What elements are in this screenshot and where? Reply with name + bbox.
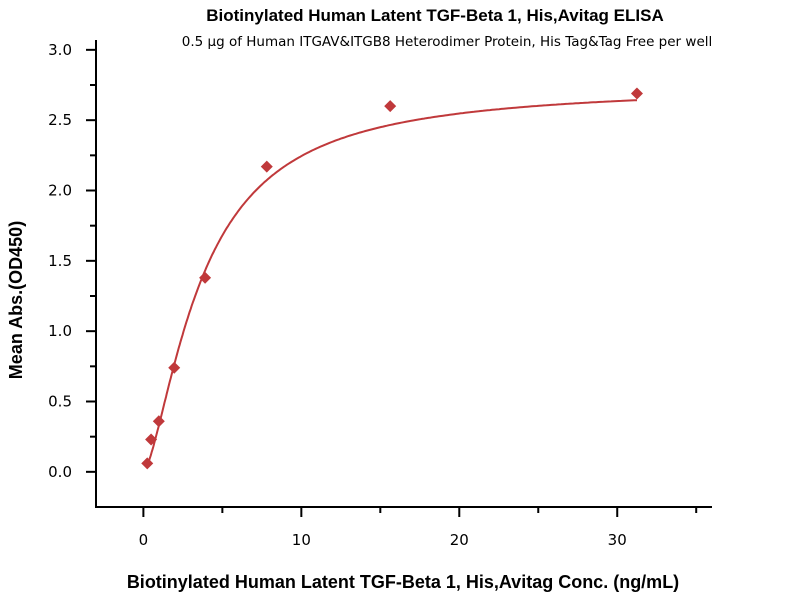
y-axis-label: Mean Abs.(OD450) (6, 221, 26, 379)
y-tick-label: 0.5 (48, 393, 72, 411)
fit-curve (146, 99, 638, 467)
y-tick-label: 2.5 (48, 111, 72, 129)
data-point (630, 87, 643, 100)
x-axis-label: Biotinylated Human Latent TGF-Beta 1, Hi… (127, 572, 679, 592)
y-tick-label: 1.5 (48, 252, 72, 270)
x-tick-label: 20 (450, 531, 469, 549)
data-point (260, 160, 273, 173)
data-point (145, 433, 158, 446)
x-tick-label: 30 (608, 531, 627, 549)
chart-subtitle: 0.5 µg of Human ITGAV&ITGB8 Heterodimer … (182, 34, 713, 50)
chart-title: Biotinylated Human Latent TGF-Beta 1, Hi… (206, 6, 663, 25)
x-tick-label: 0 (139, 531, 149, 549)
data-point (141, 457, 154, 470)
y-tick-label: 1.0 (48, 322, 72, 340)
y-tick-label: 0.0 (48, 463, 72, 481)
data-point (384, 100, 397, 113)
y-tick-label: 3.0 (48, 41, 72, 59)
y-tick-label: 2.0 (48, 182, 72, 200)
data-point (152, 415, 165, 428)
x-tick-label: 10 (292, 531, 311, 549)
data-point (199, 271, 212, 284)
data-point (168, 361, 181, 374)
